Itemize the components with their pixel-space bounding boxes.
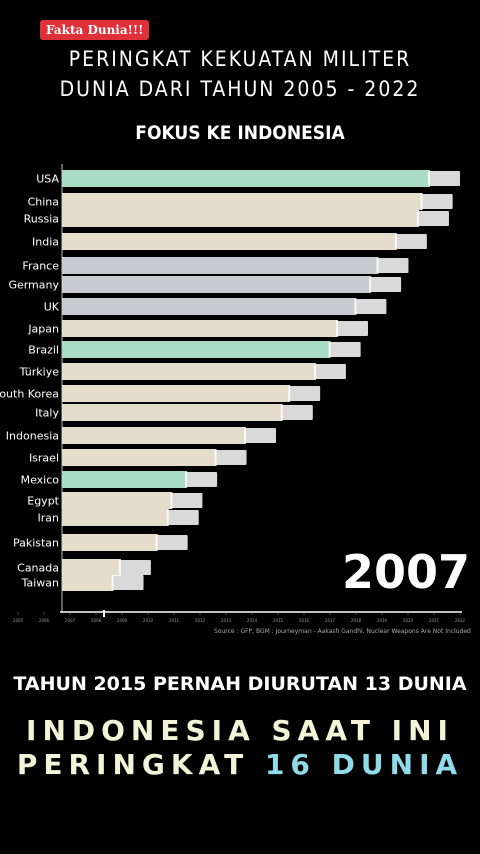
category-label: Germany bbox=[8, 279, 59, 292]
bar-uk bbox=[62, 298, 357, 315]
category-label: Taiwan bbox=[21, 577, 59, 590]
turkiye-flag-icon bbox=[313, 364, 346, 379]
category-label: Canada bbox=[17, 562, 59, 575]
bar-germany bbox=[62, 276, 372, 293]
caption-line-1: INDONESIA SAAT INI bbox=[26, 714, 454, 747]
x-tick-label: 2015 bbox=[273, 618, 284, 623]
chart-title-line-2: DUNIA DARI TAHUN 2005 - 2022 bbox=[59, 77, 421, 101]
x-tick-label: 2006 bbox=[39, 618, 50, 623]
x-tick-label: 2022 bbox=[455, 618, 466, 623]
x-tick-label: 2017 bbox=[325, 618, 336, 623]
bar-italy bbox=[62, 404, 283, 421]
russia-flag-icon bbox=[416, 211, 449, 226]
egypt-flag-icon bbox=[170, 493, 203, 508]
bar-russia bbox=[62, 210, 419, 227]
taiwan-flag-icon bbox=[111, 575, 144, 590]
x-tick-label: 2008 bbox=[91, 618, 102, 623]
category-label: Mexico bbox=[21, 474, 60, 487]
chart-subtitle: FOKUS KE INDONESIA bbox=[135, 122, 345, 144]
category-label: Indonesia bbox=[6, 430, 59, 443]
year-label: 2007 bbox=[342, 545, 471, 599]
bar-india bbox=[62, 233, 397, 250]
bar-france bbox=[62, 257, 379, 274]
bar-pakistan bbox=[62, 534, 158, 551]
germany-flag-icon bbox=[369, 277, 402, 292]
india-flag-icon bbox=[394, 234, 427, 249]
bar-mexico bbox=[62, 471, 188, 488]
uk-flag-icon bbox=[354, 299, 387, 314]
mexico-flag-icon bbox=[185, 472, 218, 487]
bar-chart: USA China Russia India France Germany UK Japan B… bbox=[0, 164, 466, 623]
bar-israel bbox=[62, 449, 217, 466]
caption-note: TAHUN 2015 PERNAH DIURUTAN 13 DUNIA bbox=[13, 673, 467, 695]
x-tick-label: 2020 bbox=[403, 618, 414, 623]
source-text: Source : GFP, BGM : Journeyman - Aakash … bbox=[214, 628, 471, 635]
china-flag-icon bbox=[420, 194, 453, 209]
caption-line-2: PERINGKAT 16 DUNIA bbox=[0, 748, 480, 781]
bar-canada bbox=[62, 559, 121, 576]
x-tick-label: 2012 bbox=[195, 618, 206, 623]
x-tick-label: 2010 bbox=[143, 618, 154, 623]
bar-china bbox=[62, 193, 423, 210]
indonesia-flag-icon bbox=[244, 428, 276, 443]
category-label: Brazil bbox=[28, 344, 59, 357]
category-label: Japan bbox=[27, 323, 59, 336]
bar-egypt bbox=[62, 492, 173, 509]
x-tick-label: 2011 bbox=[169, 618, 180, 623]
category-label: Russia bbox=[24, 213, 59, 226]
category-label: India bbox=[32, 236, 59, 249]
usa-flag-icon bbox=[428, 171, 460, 186]
x-tick-label: 2018 bbox=[351, 618, 362, 623]
category-label: UK bbox=[44, 301, 60, 314]
x-tick-label: 2014 bbox=[247, 618, 258, 623]
brazil-flag-icon bbox=[328, 342, 361, 357]
category-label: Egypt bbox=[27, 495, 59, 508]
bar-indonesia bbox=[62, 427, 246, 444]
south-korea-flag-icon bbox=[288, 386, 321, 401]
x-tick-label: 2021 bbox=[429, 618, 440, 623]
bar-brazil bbox=[62, 341, 331, 358]
france-flag-icon bbox=[376, 258, 409, 273]
israel-flag-icon bbox=[214, 450, 247, 465]
caption-highlight: 16 DUNIA bbox=[264, 748, 464, 781]
category-label: China bbox=[28, 196, 59, 209]
bar-usa bbox=[62, 170, 430, 187]
x-tick-label: 2009 bbox=[117, 618, 128, 623]
chart-title-line-1: PERINGKAT KEKUATAN MILITER bbox=[68, 47, 412, 71]
category-label: France bbox=[22, 260, 59, 273]
x-tick-label: 2016 bbox=[299, 618, 310, 623]
source-badge: Fakta Dunia!!! bbox=[40, 20, 150, 40]
x-tick-label: 2007 bbox=[65, 618, 76, 623]
category-label: Italy bbox=[35, 407, 59, 420]
category-label: South Korea bbox=[0, 388, 59, 401]
category-label: Türkiye bbox=[19, 366, 60, 379]
japan-flag-icon bbox=[336, 321, 368, 336]
bar-japan bbox=[62, 320, 338, 337]
italy-flag-icon bbox=[280, 405, 313, 420]
bar-taiwan bbox=[62, 574, 114, 591]
bar-türkiye bbox=[62, 363, 316, 380]
pakistan-flag-icon bbox=[155, 535, 188, 550]
category-label: Pakistan bbox=[13, 537, 59, 550]
x-tick-label: 2013 bbox=[221, 618, 232, 623]
iran-flag-icon bbox=[166, 510, 199, 525]
bar-south-korea bbox=[62, 385, 291, 402]
category-label: Iran bbox=[38, 512, 60, 525]
category-label: Israel bbox=[29, 452, 59, 465]
canada-flag-icon bbox=[118, 560, 151, 575]
x-tick-label: 2019 bbox=[377, 618, 388, 623]
caption-line-2-prefix: PERINGKAT bbox=[16, 748, 265, 781]
bar-iran bbox=[62, 509, 169, 526]
x-tick-label: 2005 bbox=[13, 618, 24, 623]
category-label: USA bbox=[36, 173, 59, 186]
